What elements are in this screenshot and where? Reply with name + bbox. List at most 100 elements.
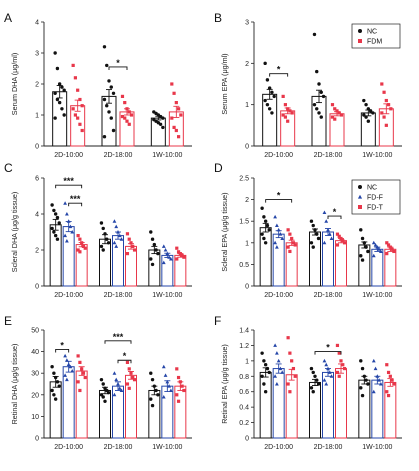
x-tick-label: 1W-10:00 <box>152 292 182 299</box>
data-point-nc <box>99 244 104 249</box>
y-tick-label: 0.2 <box>239 420 249 427</box>
data-point-fdt <box>83 375 87 380</box>
data-point-fdt <box>291 366 296 371</box>
data-point-fdt <box>286 228 290 232</box>
significance-bracket <box>269 73 289 77</box>
data-point-fd <box>283 103 288 107</box>
data-point-fdf <box>324 382 329 386</box>
data-point-nc <box>359 386 363 390</box>
data-point-fdf <box>63 353 68 358</box>
data-point-nc <box>111 128 116 133</box>
data-point-fdt <box>180 384 184 388</box>
data-point-fdf <box>161 244 166 248</box>
data-point-nc <box>359 359 363 363</box>
data-point-fdf <box>322 210 327 215</box>
data-point-nc <box>107 79 111 83</box>
data-point-nc <box>50 226 54 231</box>
legend-box <box>351 23 401 49</box>
y-tick-label: 3 <box>35 51 39 58</box>
x-tick-label: 2D-18:00 <box>104 152 133 159</box>
y-tick-label: 4 <box>35 20 39 27</box>
data-point-fdf <box>161 260 166 265</box>
data-point-nc <box>265 78 270 82</box>
significance-label: * <box>277 65 281 75</box>
data-point-fdf <box>119 237 124 241</box>
y-axis-label: Serum DHA (μg/ml) <box>10 53 19 115</box>
data-point-nc <box>103 399 107 403</box>
data-point-fdf <box>373 242 378 247</box>
y-tick-label: 0 <box>35 284 39 291</box>
data-point-fdf <box>114 244 119 248</box>
data-point-nc <box>111 91 116 96</box>
data-point-fdf <box>274 382 279 386</box>
data-point-fd <box>123 116 127 120</box>
y-tick-label: 1.2 <box>239 343 249 350</box>
y-tick-label: 0 <box>245 144 249 151</box>
data-point-fdt <box>175 246 179 250</box>
significance-label: * <box>326 343 330 353</box>
x-tick-label: 2D-18:00 <box>314 292 343 299</box>
data-point-nc <box>362 98 366 103</box>
data-point-fd <box>384 123 388 127</box>
data-point-fdf <box>378 249 383 253</box>
data-point-fdt <box>76 234 80 238</box>
data-point-nc <box>60 85 64 89</box>
data-point-fd <box>80 104 84 108</box>
data-point-nc <box>62 113 66 117</box>
significance-bracket <box>327 215 342 220</box>
data-point-fdt <box>125 382 130 386</box>
x-tick-label: 2D-18:00 <box>104 292 133 299</box>
data-point-fdt <box>286 336 290 340</box>
data-point-nc <box>267 370 271 375</box>
significance-label: * <box>123 351 127 361</box>
legend-marker-fdt <box>358 205 362 209</box>
data-point-fdf <box>167 384 172 388</box>
y-tick-label: 2 <box>245 61 249 68</box>
data-point-nc <box>161 116 165 120</box>
data-point-nc <box>57 221 61 225</box>
data-point-fdf <box>273 240 278 245</box>
data-point-nc <box>260 232 264 236</box>
significance-label: * <box>277 191 281 201</box>
panel-label: E <box>4 314 12 328</box>
x-tick-label: 2D-10:00 <box>54 292 83 299</box>
data-point-fd <box>330 103 335 107</box>
data-point-fdt <box>76 248 80 252</box>
data-point-nc <box>319 90 323 94</box>
data-point-fdt <box>288 249 292 254</box>
data-point-fd <box>389 107 393 111</box>
data-point-nc <box>55 237 60 241</box>
data-point-fd <box>386 103 391 107</box>
y-axis-label: Scleral EPA (μg/g tissue) <box>220 192 229 271</box>
y-tick-label: 2.5 <box>239 176 249 183</box>
data-point-nc <box>359 228 363 232</box>
data-point-fd <box>127 110 131 114</box>
data-point-nc <box>263 98 267 103</box>
data-point-fdt <box>337 234 341 238</box>
data-point-fdt <box>386 243 391 247</box>
data-point-fdf <box>112 219 117 223</box>
legend-label: NC <box>367 185 377 192</box>
data-point-nc <box>313 374 317 378</box>
x-tick-label: 2D-10:00 <box>264 444 293 451</box>
significance-bracket <box>68 202 83 207</box>
data-point-fdt <box>392 382 396 386</box>
data-point-nc <box>360 258 365 262</box>
data-point-nc <box>109 85 113 89</box>
data-point-nc <box>321 94 326 99</box>
significance-label: * <box>116 58 120 68</box>
data-point-fdt <box>286 382 290 386</box>
data-point-nc <box>360 393 365 398</box>
data-point-fdf <box>329 374 334 378</box>
data-point-nc <box>311 370 315 375</box>
y-tick-label: 6 <box>35 176 39 183</box>
data-point-nc <box>265 102 270 107</box>
data-point-fdf <box>64 239 69 243</box>
data-point-fdf <box>163 373 168 377</box>
data-point-fdt <box>288 232 292 236</box>
data-point-fd <box>174 101 178 105</box>
significance-label: *** <box>70 194 81 204</box>
legend-marker-fdf <box>357 194 363 199</box>
data-point-fdf <box>322 358 327 363</box>
